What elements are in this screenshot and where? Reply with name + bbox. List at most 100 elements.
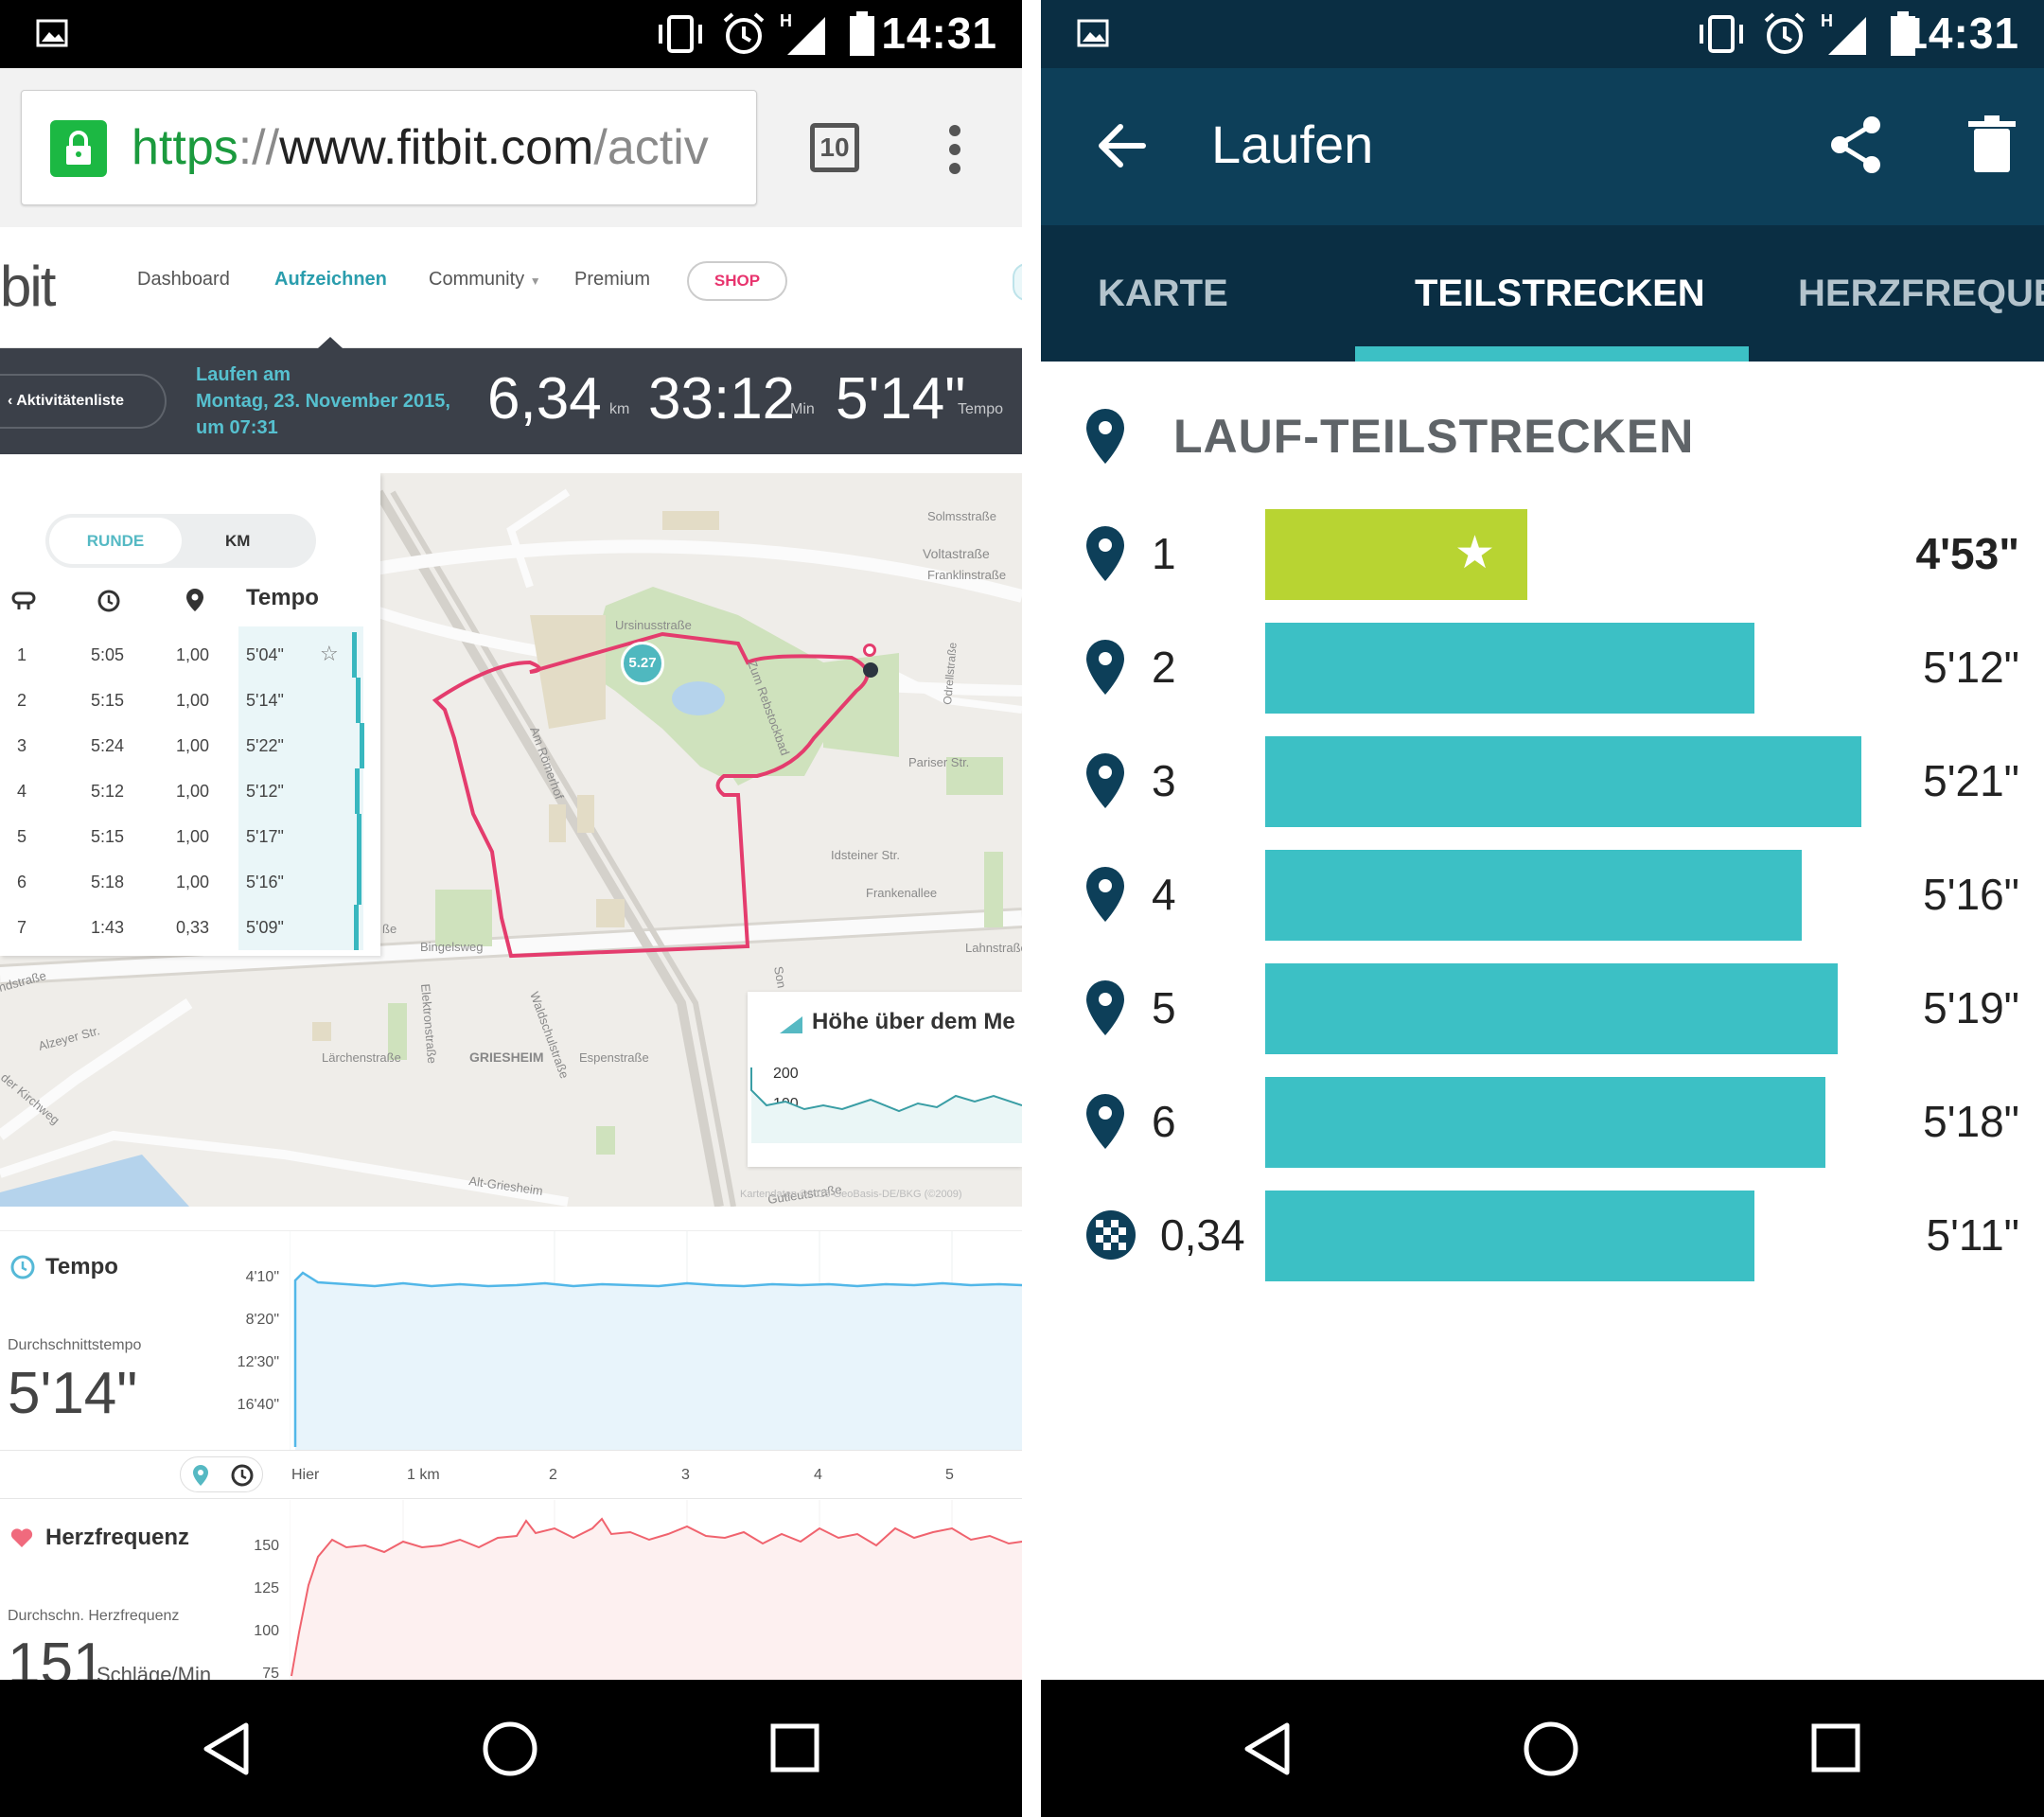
svg-text:Bingelsweg: Bingelsweg bbox=[420, 940, 484, 954]
clock-icon[interactable] bbox=[230, 1463, 255, 1488]
split-row[interactable]: 4 5'16" bbox=[1041, 850, 2044, 944]
chevron-left-icon: ‹ bbox=[8, 393, 17, 409]
tab-bar: KARTE TEILSTRECKEN HERZFREQUE bbox=[1041, 225, 2044, 362]
recents-nav-icon[interactable] bbox=[1809, 1721, 1862, 1774]
pace-band bbox=[238, 626, 363, 950]
url-bar[interactable]: https://www.fitbit.com/activ bbox=[21, 90, 757, 205]
share-icon[interactable] bbox=[1826, 114, 1889, 176]
distance-unit: km bbox=[609, 401, 630, 417]
split-label: 4 bbox=[1152, 870, 1176, 919]
split-number: 4 bbox=[17, 782, 27, 801]
split-row[interactable]: 3 5'21" bbox=[1041, 736, 2044, 831]
split-row[interactable]: 6 5:18 1,00 5'16" bbox=[0, 859, 380, 905]
split-label: 3 bbox=[1152, 756, 1176, 805]
home-nav-icon[interactable] bbox=[481, 1720, 539, 1778]
browser-menu-icon[interactable] bbox=[949, 125, 960, 174]
clock-icon bbox=[10, 1255, 35, 1279]
split-pace: 5'09" bbox=[246, 918, 284, 937]
split-pace-bar bbox=[357, 814, 361, 859]
star-icon: ★ bbox=[1454, 528, 1495, 578]
star-icon: ☆ bbox=[320, 642, 339, 665]
x-tick: 4 bbox=[814, 1467, 822, 1483]
tab-switcher-button[interactable]: 10 bbox=[810, 123, 859, 172]
fitbit-logo: bit bbox=[0, 255, 56, 318]
split-bar bbox=[1265, 1191, 1754, 1281]
heart-rate-average-value: 151 bbox=[8, 1632, 106, 1680]
heart-rate-chart-title: Herzfrequenz bbox=[45, 1525, 190, 1550]
back-nav-icon[interactable] bbox=[199, 1720, 256, 1778]
split-pace-value: 5'12" bbox=[1923, 643, 2019, 692]
secure-lock-icon bbox=[50, 120, 107, 177]
split-distance: 1,00 bbox=[176, 736, 210, 755]
tab-heart-rate[interactable]: HERZFREQUE bbox=[1798, 273, 2044, 314]
svg-text:Frankenallee: Frankenallee bbox=[866, 886, 937, 900]
split-row[interactable]: 4 5:12 1,00 5'12" bbox=[0, 768, 380, 814]
split-row[interactable]: 7 1:43 0,33 5'09" bbox=[0, 905, 380, 950]
x-tick: Hier bbox=[291, 1467, 320, 1483]
alarm-icon bbox=[1764, 12, 1806, 54]
split-distance: 1,00 bbox=[176, 691, 210, 710]
elevation-card[interactable]: Höhe über dem Me 200 100 bbox=[748, 992, 1022, 1167]
finish-flag-icon bbox=[1086, 1210, 1136, 1260]
recents-nav-icon[interactable] bbox=[768, 1721, 821, 1774]
avatar[interactable] bbox=[1013, 263, 1022, 301]
android-nav-bar bbox=[0, 1680, 1022, 1817]
toggle-lap[interactable]: RUNDE bbox=[49, 518, 182, 564]
route-map[interactable]: Solmsstraße Voltastraße Franklinstraße U… bbox=[0, 473, 1022, 1207]
tab-splits[interactable]: TEILSTRECKEN bbox=[1415, 273, 1705, 314]
vibrate-icon bbox=[1700, 15, 1743, 53]
nav-log[interactable]: Aufzeichnen bbox=[274, 269, 387, 290]
back-arrow-icon[interactable] bbox=[1094, 117, 1151, 174]
end-marker bbox=[863, 662, 878, 678]
gallery-notification-icon bbox=[36, 19, 68, 47]
chart-x-axis bbox=[0, 1450, 1022, 1499]
delete-icon[interactable] bbox=[1968, 115, 2016, 174]
back-nav-icon[interactable] bbox=[1240, 1720, 1296, 1778]
nav-community[interactable]: Community ▼ bbox=[429, 269, 541, 290]
x-tick: 5 bbox=[945, 1467, 954, 1483]
split-row[interactable]: 0,34 5'11" bbox=[1041, 1191, 2044, 1285]
svg-text:GRIESHEIM: GRIESHEIM bbox=[469, 1050, 544, 1065]
split-row[interactable]: 6 5'18" bbox=[1041, 1077, 2044, 1172]
split-pace: 5'12" bbox=[246, 782, 284, 801]
split-pace-bar bbox=[356, 678, 361, 723]
split-marker[interactable]: 5.27 bbox=[621, 642, 664, 685]
split-pace: 5'22" bbox=[246, 736, 284, 755]
section-title: LAUF-TEILSTRECKEN bbox=[1173, 410, 1695, 463]
split-row[interactable]: 5 5'19" bbox=[1041, 963, 2044, 1058]
activity-summary-header: ‹ Aktivitätenliste Laufen am Montag, 23.… bbox=[0, 348, 1022, 454]
gallery-notification-icon bbox=[1077, 19, 1109, 47]
split-pace-bar bbox=[354, 905, 359, 950]
split-row[interactable]: 3 5:24 1,00 5'22" bbox=[0, 723, 380, 768]
activity-list-button[interactable]: ‹ Aktivitätenliste bbox=[0, 374, 167, 429]
svg-text:H: H bbox=[1821, 11, 1833, 30]
split-number: 1 bbox=[17, 645, 27, 664]
split-row[interactable]: 1 5:05 1,00 5'04" ☆ bbox=[0, 632, 380, 678]
svg-text:Espenstraße: Espenstraße bbox=[579, 1050, 649, 1065]
location-pin-icon[interactable] bbox=[190, 1463, 211, 1488]
split-pace-value: 5'11" bbox=[1926, 1210, 2019, 1260]
lap-km-toggle[interactable]: RUNDE KM bbox=[45, 514, 316, 568]
split-number: 3 bbox=[17, 736, 27, 755]
location-pin-icon bbox=[1086, 409, 1124, 464]
x-tick: 1 km bbox=[407, 1467, 440, 1483]
distance-value: 6,34 bbox=[487, 366, 602, 432]
browser-screen: H 14:31 https://www.fitbit.com/activ 10 … bbox=[0, 0, 1022, 1817]
location-pin-icon bbox=[1086, 640, 1124, 695]
nav-dashboard[interactable]: Dashboard bbox=[137, 269, 230, 290]
pace-ytick: 16'40" bbox=[237, 1397, 279, 1413]
shop-button[interactable]: SHOP bbox=[687, 261, 787, 301]
heart-rate-chart-section: Herzfrequenz Durchschn. Herzfrequenz 151… bbox=[0, 1500, 1022, 1680]
x-tick: 2 bbox=[549, 1467, 557, 1483]
split-row[interactable]: 5 5:15 1,00 5'17" bbox=[0, 814, 380, 859]
tab-map[interactable]: KARTE bbox=[1098, 273, 1228, 314]
axis-mode-toggle[interactable] bbox=[180, 1456, 263, 1492]
home-nav-icon[interactable] bbox=[1522, 1720, 1580, 1778]
split-row[interactable]: 2 5:15 1,00 5'14" bbox=[0, 678, 380, 723]
nav-premium[interactable]: Premium bbox=[574, 269, 651, 290]
split-row[interactable]: 1 ★ 4'53" bbox=[1041, 509, 2044, 604]
toggle-km[interactable]: KM bbox=[225, 532, 251, 550]
svg-text:H: H bbox=[780, 11, 792, 30]
split-pace-value: 4'53" bbox=[1915, 529, 2020, 578]
split-row[interactable]: 2 5'12" bbox=[1041, 623, 2044, 717]
